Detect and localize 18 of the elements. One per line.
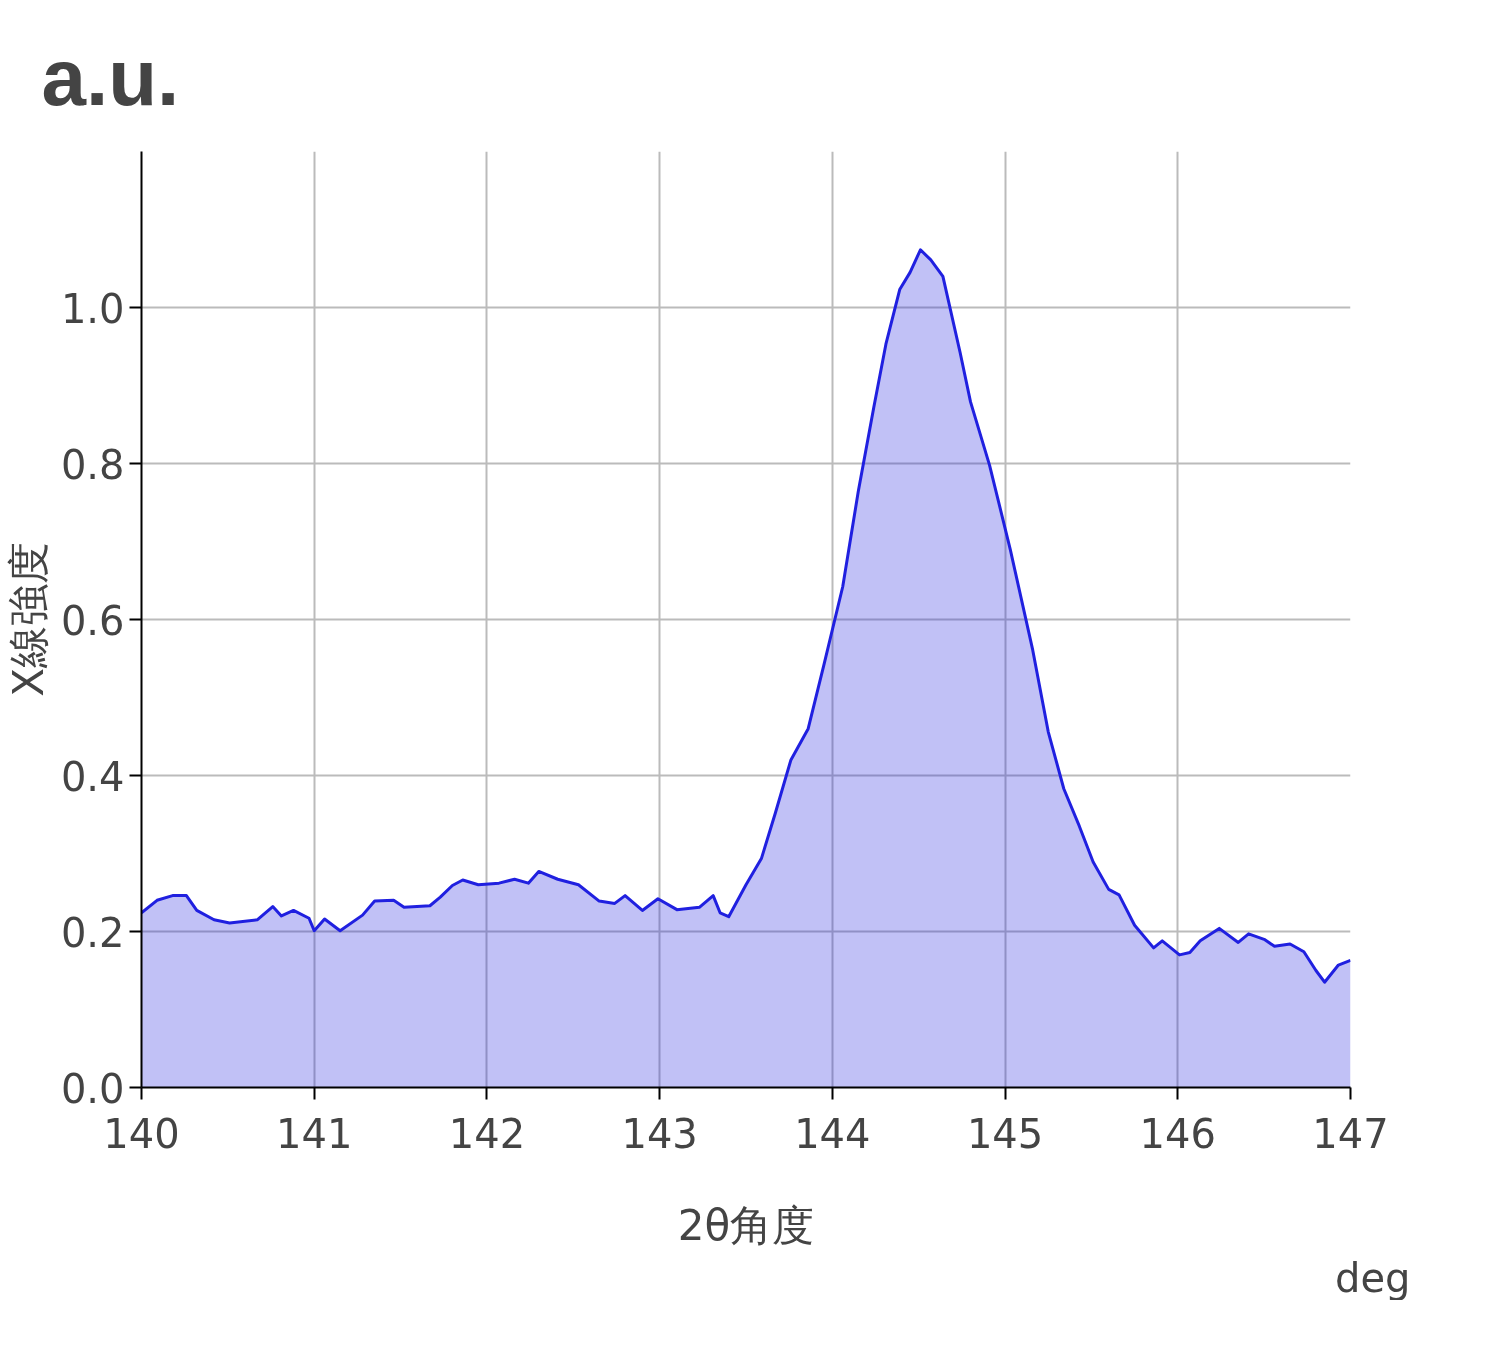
chart-title: a.u. bbox=[41, 32, 180, 122]
x-tick-label: 140 bbox=[103, 1110, 180, 1157]
x-tick-label: 143 bbox=[621, 1110, 698, 1157]
x-tick-label: 146 bbox=[1139, 1110, 1216, 1157]
x-tick-label: 145 bbox=[966, 1110, 1044, 1157]
x-tick-label: 141 bbox=[276, 1110, 353, 1157]
y-tick-label: 0.0 bbox=[60, 1065, 125, 1112]
x-axis-title: 2θ角度 bbox=[677, 1200, 815, 1250]
text: deg bbox=[1335, 1254, 1411, 1301]
y-tick-label: 1.0 bbox=[60, 285, 125, 332]
x-tick-label: 147 bbox=[1312, 1110, 1389, 1157]
y-tick-label: 0.4 bbox=[60, 753, 125, 800]
x-tick-label: 142 bbox=[448, 1110, 526, 1157]
y-tick-label: 0.2 bbox=[60, 909, 125, 956]
x-tick-label: 144 bbox=[794, 1110, 871, 1157]
y-tick-label: 0.6 bbox=[60, 597, 125, 644]
y-axis-title: X線強度 bbox=[3, 542, 53, 697]
y-tick-label: 0.8 bbox=[60, 441, 125, 488]
